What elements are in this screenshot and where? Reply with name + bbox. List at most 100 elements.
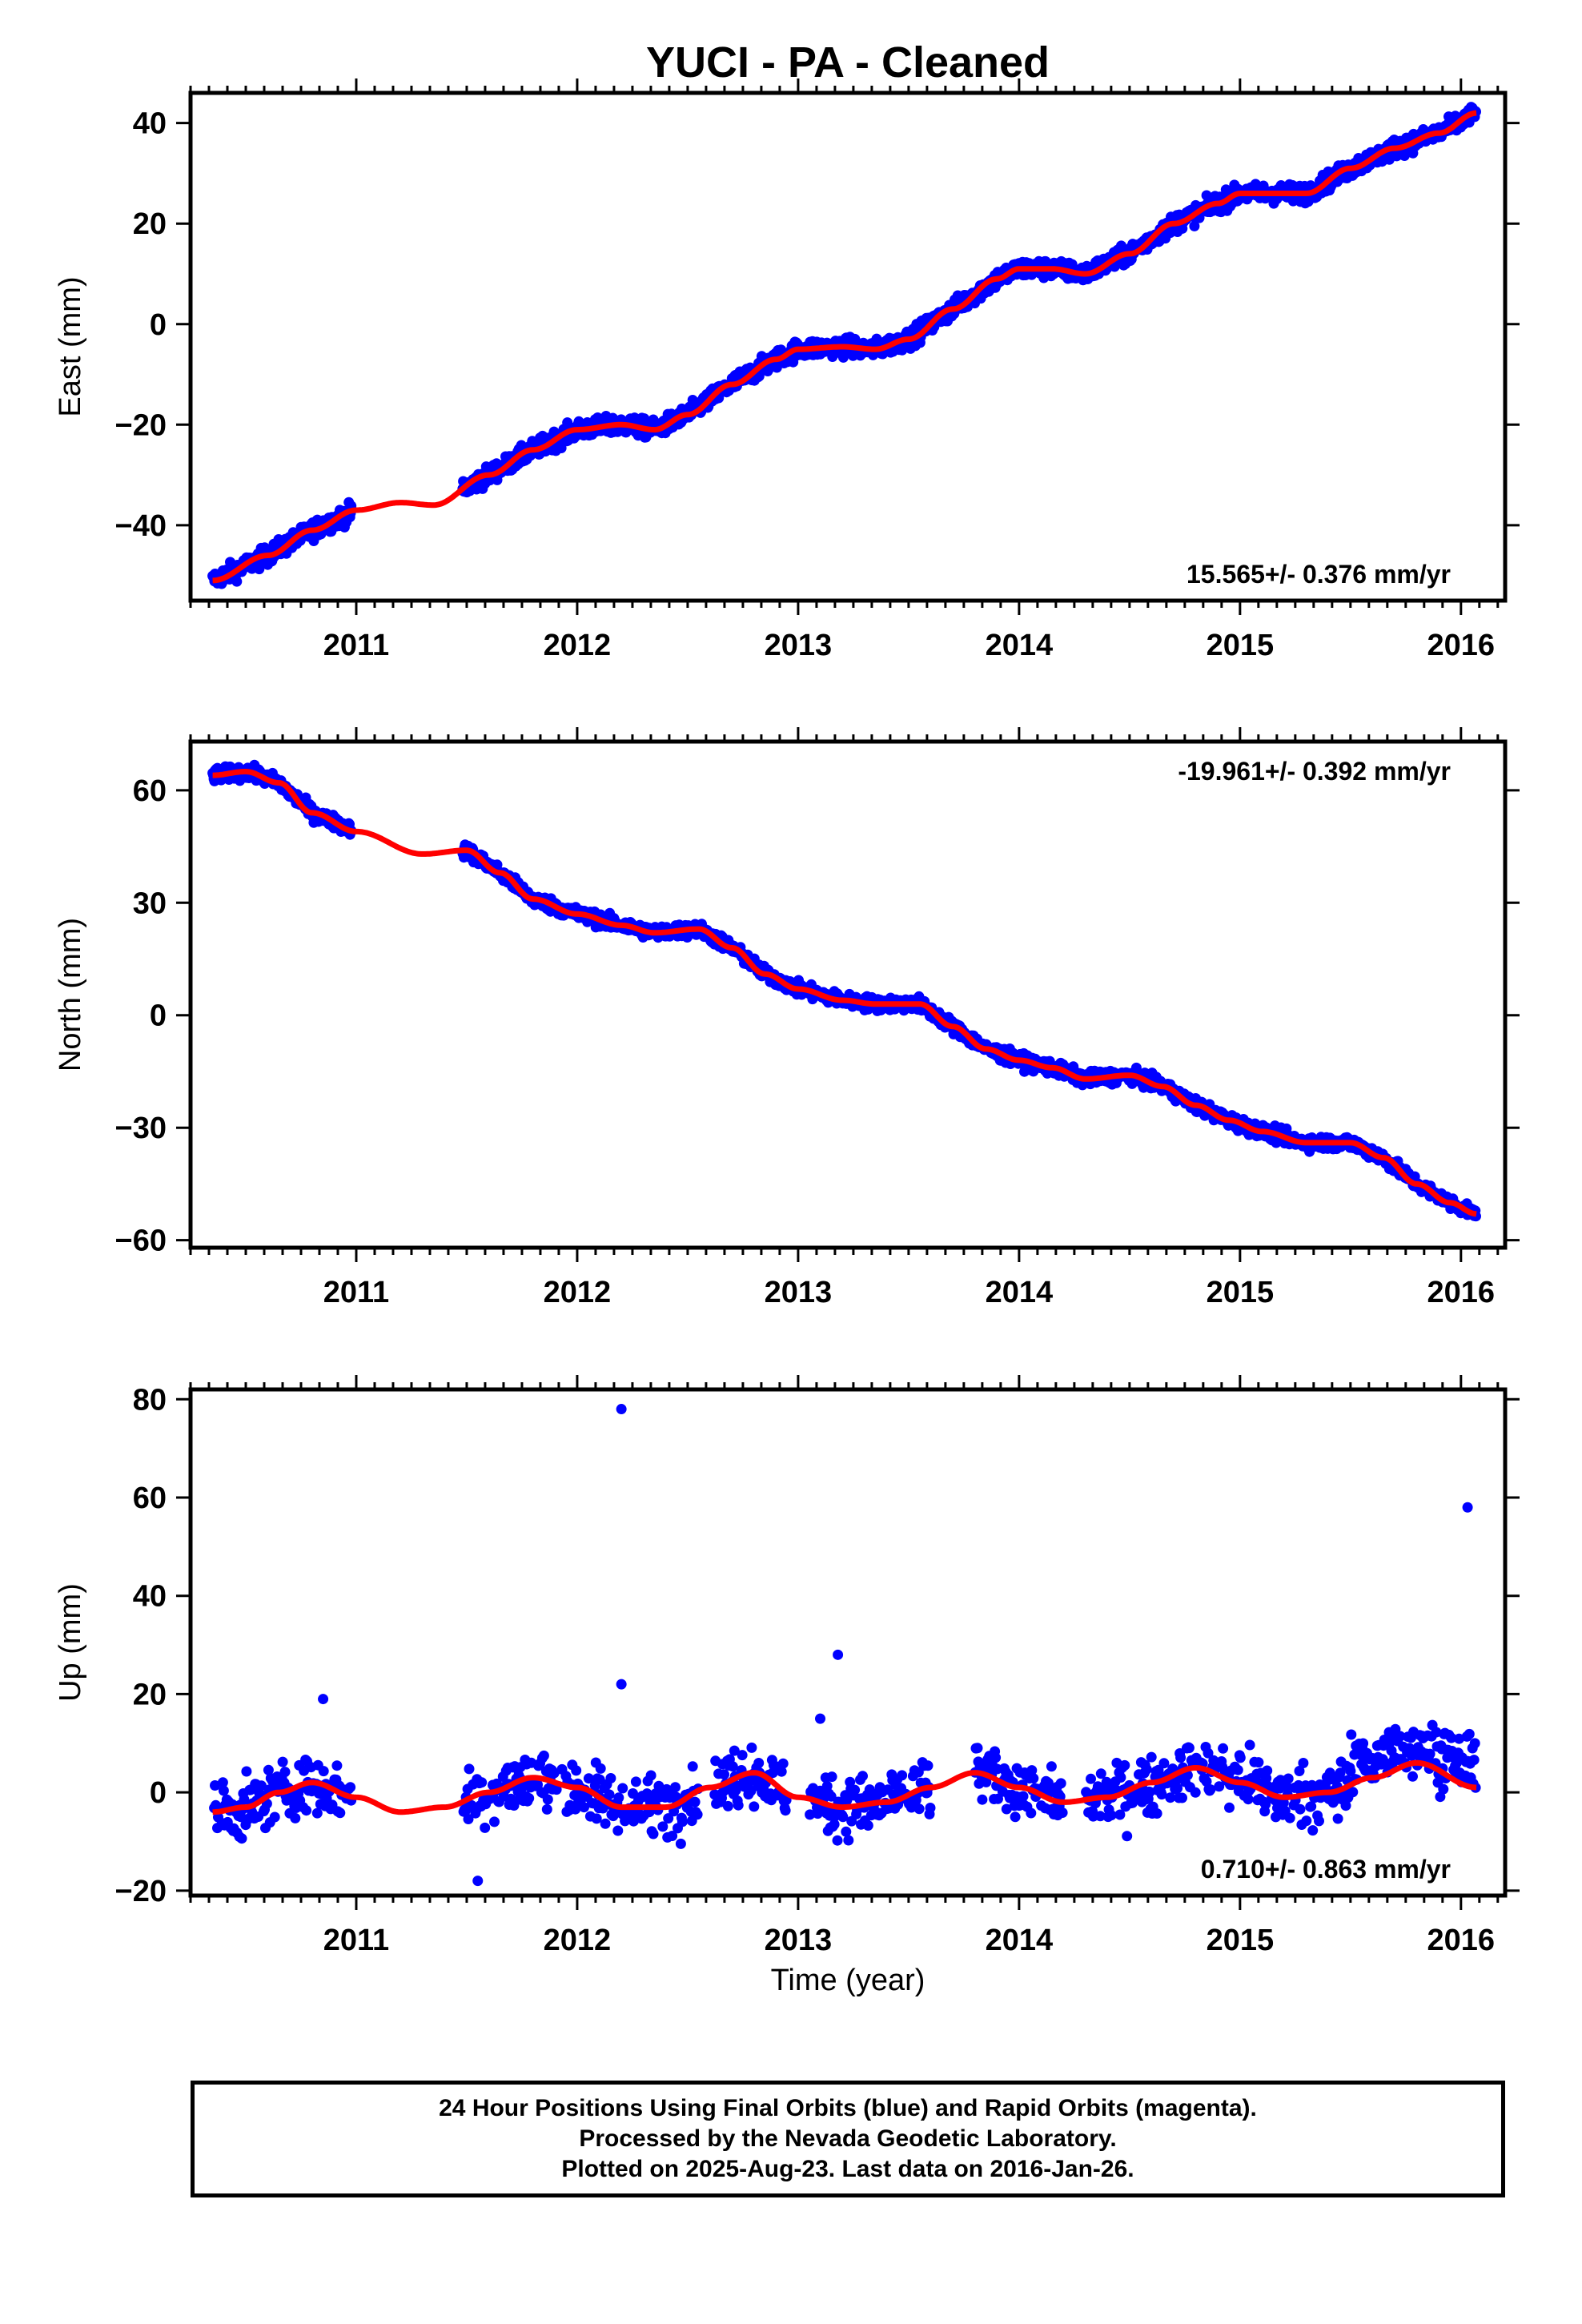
up-data-point — [210, 1780, 220, 1791]
up-data-point — [239, 1794, 250, 1805]
north-x-tick-label: 2014 — [986, 1276, 1054, 1309]
up-data-point — [719, 1769, 729, 1780]
up-data-point — [1046, 1761, 1057, 1772]
up-data-point — [345, 1782, 356, 1793]
up-data-point — [605, 1773, 616, 1783]
up-data-point — [897, 1770, 908, 1781]
up-data-point — [843, 1835, 854, 1846]
east-x-tick-label: 2012 — [544, 629, 612, 662]
north-y-tick-label: −30 — [115, 1112, 167, 1145]
up-data-point — [990, 1752, 1002, 1763]
up-x-tick-label: 2013 — [765, 1924, 833, 1957]
up-data-point — [689, 1796, 701, 1807]
up-x-tick-label: 2014 — [986, 1924, 1054, 1957]
up-data-point — [464, 1763, 475, 1775]
up-data-point — [600, 1818, 611, 1829]
north-x-tick-label: 2013 — [765, 1276, 833, 1309]
up-data-point — [972, 1743, 983, 1754]
north-y-tick-label: 60 — [133, 774, 167, 808]
east-x-tick-label: 2016 — [1427, 629, 1496, 662]
up-x-tick-label: 2015 — [1207, 1924, 1275, 1957]
east-rate-label: 15.565+/- 0.376 mm/yr — [1186, 560, 1451, 589]
up-data-point — [1055, 1778, 1066, 1789]
east-x-tick-label: 2015 — [1207, 629, 1275, 662]
up-data-point — [335, 1807, 346, 1819]
east-y-tick-label: 20 — [133, 207, 167, 241]
up-y-axis-label: Up (mm) — [54, 1583, 87, 1702]
east-y-axis-label: East (mm) — [54, 276, 87, 416]
up-data-point — [749, 1801, 760, 1812]
up-data-point — [862, 1820, 873, 1831]
north-data-points — [207, 759, 1481, 1222]
up-plot-frame — [188, 1387, 1508, 1898]
east-y-tick-label: 0 — [150, 308, 167, 342]
up-data-point — [826, 1771, 837, 1783]
up-data-point — [746, 1742, 757, 1753]
up-data-point — [753, 1758, 765, 1768]
east-x-tick-label: 2013 — [765, 629, 833, 662]
up-data-point — [849, 1784, 861, 1795]
up-data-point — [913, 1803, 925, 1815]
up-data-point — [1026, 1807, 1037, 1819]
north-x-tick-label: 2015 — [1207, 1276, 1275, 1309]
up-data-point — [269, 1811, 280, 1823]
east-y-tick-label: −40 — [115, 509, 167, 543]
up-data-point — [480, 1822, 491, 1833]
up-x-tick-label: 2016 — [1427, 1924, 1496, 1957]
up-data-point — [463, 1814, 474, 1824]
up-data-point — [256, 1780, 267, 1791]
north-trend-line — [211, 769, 1477, 1217]
up-data-point — [687, 1761, 698, 1772]
up-data-point — [645, 1770, 656, 1781]
east-data-point — [254, 564, 265, 575]
up-data-point — [604, 1789, 615, 1800]
up-data-point — [922, 1760, 934, 1771]
up-data-point — [692, 1809, 703, 1820]
up-data-point — [1122, 1831, 1133, 1842]
up-data-point — [541, 1803, 552, 1815]
up-data-point — [832, 1835, 843, 1846]
up-data-point — [263, 1764, 274, 1775]
north-x-tick-label: 2012 — [544, 1276, 612, 1309]
up-y-tick-label: 20 — [133, 1678, 167, 1711]
east-y-tick-label: −20 — [115, 408, 167, 442]
up-data-point — [1115, 1772, 1126, 1783]
east-trend-line — [211, 110, 1477, 584]
up-data-point — [777, 1758, 789, 1769]
up-data-point — [1086, 1773, 1096, 1784]
up-data-point — [318, 1766, 329, 1777]
up-data-point — [1028, 1773, 1039, 1784]
up-data-point — [630, 1776, 641, 1787]
up-data-point — [538, 1750, 549, 1761]
up-data-point — [737, 1750, 748, 1761]
east-data-point — [1399, 151, 1410, 161]
up-data-point — [613, 1792, 624, 1803]
north-y-tick-label: 0 — [150, 999, 167, 1033]
up-data-point — [925, 1803, 936, 1813]
up-x-tick-label: 2011 — [323, 1924, 389, 1957]
up-data-point — [241, 1766, 252, 1777]
up-data-point — [675, 1838, 686, 1849]
up-data-point — [617, 1783, 628, 1794]
north-rate-label: -19.961+/- 0.392 mm/yr — [1178, 757, 1451, 786]
north-plot-frame — [188, 739, 1508, 1250]
chart-title: YUCI - PA - Cleaned — [646, 38, 1050, 86]
up-data-point — [218, 1785, 229, 1796]
up-y-tick-label: 0 — [150, 1776, 167, 1810]
east-data-point — [231, 576, 243, 587]
up-data-point — [516, 1782, 528, 1793]
up-data-point — [1057, 1807, 1068, 1818]
north-y-axis-label: North (mm) — [54, 918, 87, 1072]
east-x-tick-label: 2011 — [323, 629, 389, 662]
up-data-point — [217, 1777, 228, 1788]
up-y-tick-label: 40 — [133, 1580, 167, 1614]
up-data-point — [279, 1767, 291, 1778]
east-y-tick-label: 40 — [133, 107, 167, 141]
up-data-point — [489, 1816, 500, 1827]
up-data-point — [277, 1756, 288, 1767]
north-panel: 2011 2012 2013 2014 2015 2016−60−3003060North… — [54, 727, 1520, 1309]
up-y-tick-label: 80 — [133, 1383, 167, 1417]
up-data-point — [311, 1807, 323, 1819]
up-x-tick-label: 2012 — [544, 1924, 612, 1957]
up-data-point — [476, 1777, 488, 1788]
